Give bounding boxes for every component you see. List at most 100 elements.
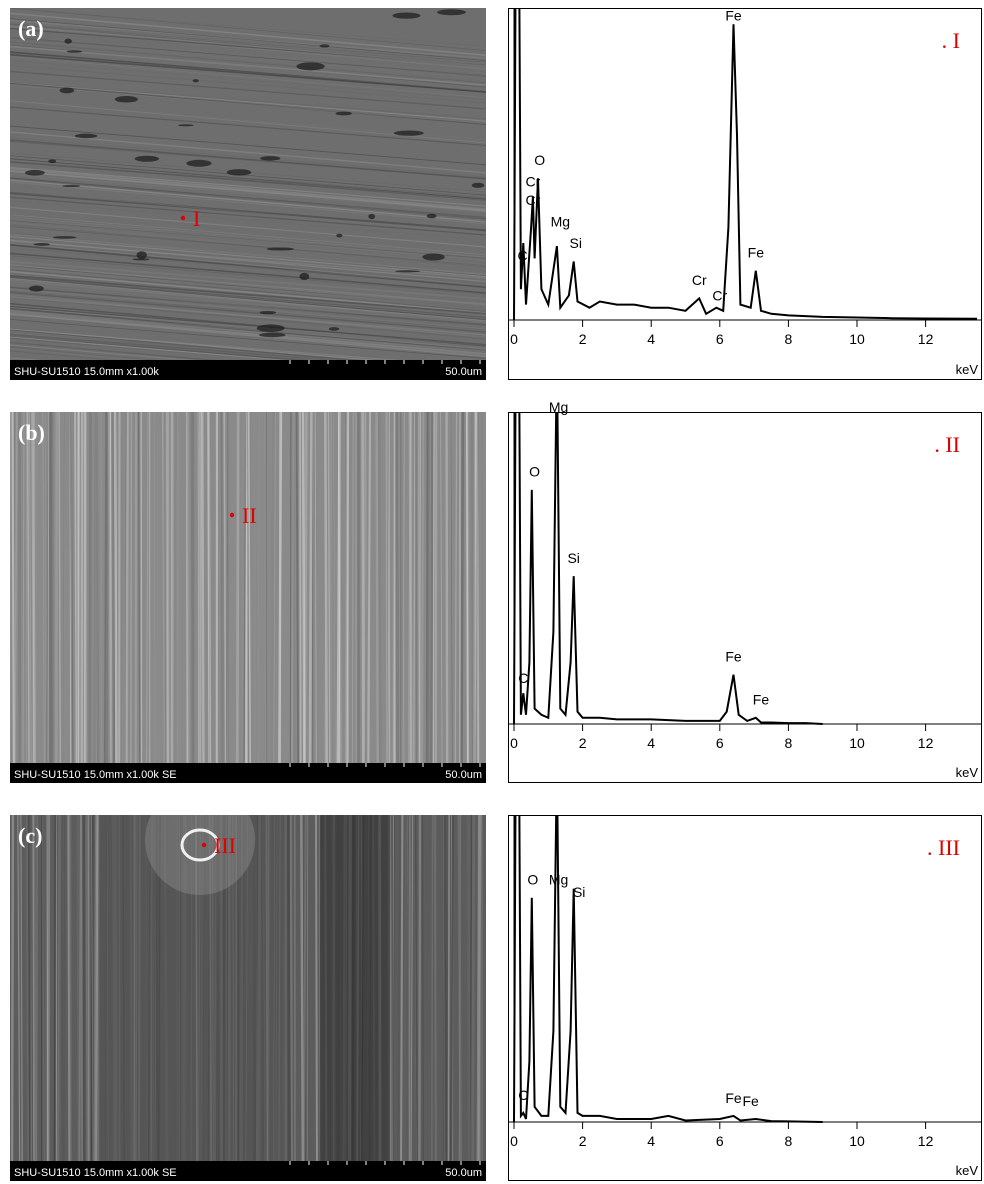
streak [434,412,438,783]
spectrum-line [513,815,823,1123]
streak [247,412,252,783]
streak [111,412,114,783]
pit [437,9,466,16]
streak [10,173,486,213]
streak [10,290,486,331]
streak [10,296,486,336]
streak [225,412,229,783]
x-axis-label: keV [956,765,979,780]
peak-label: O [534,152,545,168]
streak [10,179,486,223]
pit [393,130,424,136]
streak [10,378,31,380]
info-bar [10,1161,486,1181]
peak-label: C [518,1087,528,1103]
streak [445,412,449,783]
streak [291,412,296,783]
pit [62,184,81,188]
streak [270,412,275,783]
streak [10,312,486,356]
streak [324,412,327,783]
streak [130,412,133,783]
streak [363,412,366,783]
streak [345,412,348,783]
sem-info: SHU-SU1510 15.0mm x1.00k SE [14,1167,177,1179]
texture [10,815,486,1181]
x-tick-label: 2 [579,735,587,751]
streak [93,815,97,1181]
streak [333,412,336,783]
streak [396,412,400,783]
streak [450,815,454,1181]
streak [108,412,111,783]
streak [113,412,118,783]
streak [301,815,303,1181]
streak [10,284,486,329]
streak [10,274,486,315]
streak [220,412,225,783]
streak [10,23,486,63]
chart-title: . II [934,432,960,457]
streak [32,412,35,783]
pit [132,258,150,261]
pit [25,169,45,176]
texture [10,8,486,380]
streak [153,412,156,783]
streak [178,412,181,783]
panel-label: (a) [18,16,44,41]
streak [414,815,417,1181]
streak [10,45,486,87]
streak [10,242,486,283]
pit [266,247,294,251]
streak [421,412,425,783]
pit [192,79,199,83]
streak [10,322,486,364]
streak [58,412,62,783]
streak [10,267,486,306]
streak [147,412,149,783]
eds-spectrum: 0 2 4 6 8 10 12 keV . III C O Mg Si Fe Fe [508,815,982,1181]
streak [10,319,486,359]
streak [254,412,257,783]
streak [67,815,71,1181]
scale-label: 50.0um [445,366,482,378]
site-label: I [193,206,200,231]
streak [25,815,30,1181]
streak [10,136,486,178]
sem-image: SHU-SU1510 15.0mm x1.00k 50.0um (a) I [10,8,486,380]
pit [256,324,285,332]
chart-title: . III [927,835,960,860]
x-tick-label: 8 [785,331,793,347]
streak [10,244,486,289]
streak [10,37,486,76]
site-marker [201,842,207,848]
streak [475,412,479,783]
streak [63,815,66,1181]
streak [367,412,372,783]
streak [10,139,486,180]
x-tick-label: 2 [579,331,587,347]
streak [10,70,486,110]
streak [11,412,15,783]
streak [10,270,486,314]
streak [431,815,434,1181]
streak [415,815,418,1181]
band [100,815,290,1181]
pit [136,251,147,260]
streak [418,412,422,783]
streak [10,106,486,146]
pit [74,133,98,139]
streak [62,412,65,783]
streak [481,412,484,783]
pit [59,87,75,94]
x-tick-label: 12 [918,1133,934,1149]
pit [319,44,330,48]
site-label: III [214,833,236,858]
streak [10,39,486,79]
streak [46,815,51,1181]
streak [432,412,435,783]
streak [10,81,486,121]
pit [259,310,277,315]
streak [26,412,30,783]
streak [10,276,486,318]
